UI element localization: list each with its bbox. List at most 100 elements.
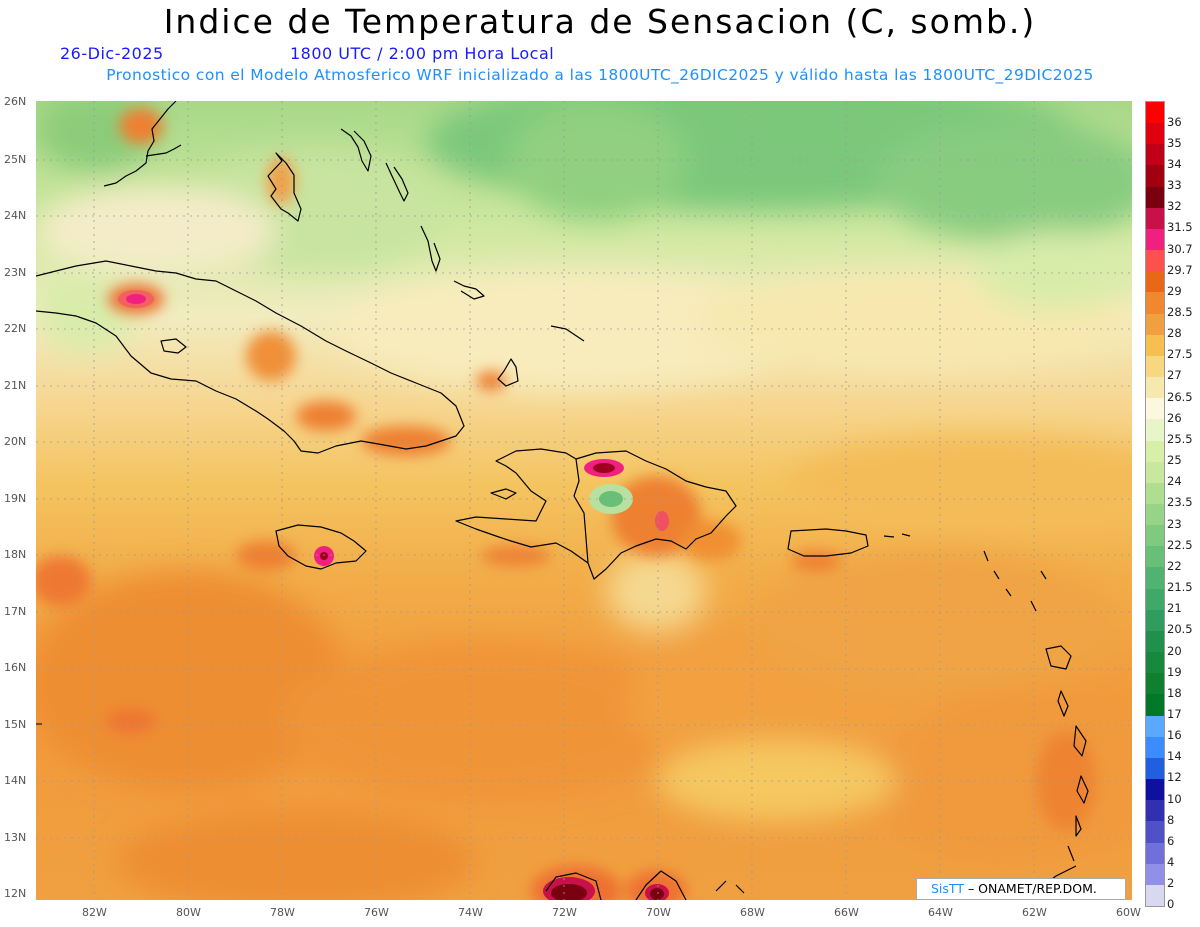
- color-scale-swatch: [1146, 504, 1164, 526]
- color-scale-swatch: [1146, 186, 1164, 209]
- color-scale-swatch: [1146, 228, 1164, 251]
- color-scale-swatch: [1146, 250, 1164, 272]
- color-scale-label: 0: [1167, 897, 1175, 912]
- forecast-time: 1800 UTC / 2:00 pm Hora Local: [290, 44, 555, 63]
- bahamas-north: [340, 128, 372, 172]
- gonave-island: [490, 488, 517, 500]
- color-scale-label: 2: [1167, 876, 1175, 891]
- color-scale-label: 30.7: [1167, 241, 1193, 256]
- color-scale-swatch: [1146, 546, 1164, 568]
- credit-text: – ONAMET/REP.DOM.: [963, 881, 1097, 896]
- lat-label: 17N: [4, 605, 27, 618]
- lon-label: 60W: [1116, 906, 1141, 919]
- lat-label: 15N: [4, 718, 27, 731]
- color-scale-swatch: [1146, 144, 1164, 166]
- color-scale-label: 25: [1167, 453, 1182, 468]
- lat-label: 18N: [4, 548, 27, 561]
- color-scale-swatch: [1146, 207, 1164, 230]
- color-scale-swatch: [1146, 863, 1164, 886]
- lon-label: 66W: [834, 906, 859, 919]
- haiti-border: [573, 458, 589, 564]
- lon-label: 74W: [458, 906, 483, 919]
- color-scale-swatch: [1146, 673, 1164, 695]
- temperature-shading: [36, 101, 1132, 900]
- color-scale-swatch: [1146, 334, 1164, 357]
- florida-coast: [103, 101, 177, 187]
- guadeloupe: [1045, 645, 1072, 670]
- lon-label: 80W: [176, 906, 201, 919]
- lon-label: 76W: [364, 906, 389, 919]
- south-america-coast: [545, 870, 687, 900]
- color-scale-swatch: [1146, 377, 1164, 399]
- st-lucia-vincent: [1075, 775, 1089, 837]
- color-scale-swatch: [1146, 884, 1164, 907]
- color-scale-label: 33: [1167, 178, 1182, 193]
- turks-caicos: [550, 325, 585, 342]
- lat-label: 20N: [4, 435, 27, 448]
- color-scale-label: 26: [1167, 410, 1182, 425]
- color-scale-swatch: [1146, 419, 1164, 442]
- color-scale-label: 6: [1167, 833, 1175, 848]
- lon-label: 64W: [928, 906, 953, 919]
- color-scale-label: 36: [1167, 114, 1182, 129]
- color-scale-label: 20.5: [1167, 622, 1193, 637]
- color-scale-swatch: [1146, 313, 1164, 336]
- color-scale-label: 26.5: [1167, 389, 1193, 404]
- bahamas-long: [420, 225, 441, 272]
- lon-label: 82W: [82, 906, 107, 919]
- color-scale-label: 4: [1167, 855, 1175, 870]
- map-panel: [36, 101, 1132, 900]
- color-scale-swatch: [1146, 736, 1164, 759]
- dominica-martinique: [1057, 690, 1087, 757]
- color-scale-swatch: [1146, 525, 1164, 547]
- lat-label: 13N: [4, 831, 27, 844]
- forecast-date: 26-Dic-2025: [60, 44, 164, 63]
- color-scale-label: 35: [1167, 135, 1182, 150]
- color-scale-label: 23.5: [1167, 495, 1193, 510]
- lat-label: 22N: [4, 322, 27, 335]
- color-scale: [1145, 101, 1165, 907]
- lon-label: 62W: [1022, 906, 1047, 919]
- color-scale-label: 29: [1167, 283, 1182, 298]
- color-scale-swatch: [1146, 355, 1164, 378]
- color-scale-label: 22.5: [1167, 537, 1193, 552]
- map-title: Indice de Temperatura de Sensacion (C, s…: [163, 2, 1037, 41]
- color-scale-label: 17: [1167, 707, 1182, 721]
- color-scale-swatch: [1146, 800, 1164, 822]
- color-scale-label: 8: [1167, 812, 1175, 827]
- color-scale-label: 34: [1167, 156, 1182, 171]
- color-scale-label: 20: [1167, 643, 1182, 658]
- color-scale-label: 21: [1167, 601, 1182, 616]
- puerto-rico: [787, 528, 869, 557]
- lesser-antilles-1: [983, 550, 1047, 612]
- color-scale-label: 31.5: [1167, 220, 1193, 235]
- color-scale-swatch: [1146, 779, 1164, 801]
- caribbean-islets: [715, 880, 745, 894]
- color-scale-swatch: [1146, 652, 1164, 674]
- color-scale-swatch: [1146, 398, 1164, 420]
- hispaniola: [455, 448, 737, 580]
- bahamas-south: [453, 280, 485, 300]
- color-scale-swatch: [1146, 842, 1164, 865]
- coastlines: [36, 101, 1089, 900]
- isla-juventud: [160, 338, 187, 354]
- lat-label: 21N: [4, 379, 27, 392]
- color-scale-label: 28.5: [1167, 305, 1193, 319]
- color-scale-swatch: [1146, 588, 1164, 611]
- color-scale-swatch: [1146, 461, 1164, 484]
- lon-label: 70W: [646, 906, 671, 919]
- grid-lines: [36, 101, 1132, 900]
- bahamas-east: [385, 162, 409, 202]
- inagua: [497, 358, 519, 387]
- color-scale-label: 22: [1167, 558, 1182, 573]
- sistt-logo: SisTT: [931, 881, 964, 896]
- color-scale-swatch: [1146, 440, 1164, 463]
- credit-box: SisTT – ONAMET/REP.DOM.: [916, 878, 1126, 900]
- lat-label: 14N: [4, 774, 27, 787]
- lat-label: 12N: [4, 887, 27, 900]
- color-scale-label: 21.5: [1167, 580, 1193, 595]
- lat-label: 25N: [4, 153, 27, 166]
- color-scale-swatch: [1146, 292, 1164, 315]
- intense-spots: [118, 290, 669, 900]
- andros-island: [267, 152, 302, 222]
